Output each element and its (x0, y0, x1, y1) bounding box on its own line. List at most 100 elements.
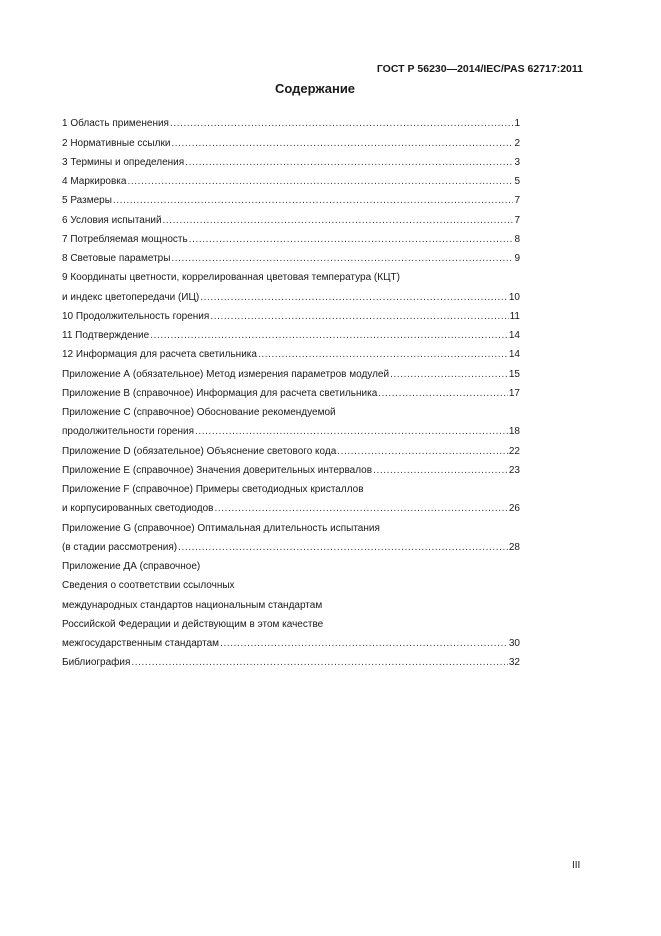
dot-leader (337, 446, 508, 458)
toc-entry-title: Приложение ДА (справочное) (62, 561, 201, 572)
toc-entry-title: 8 Световые параметры (62, 253, 171, 264)
dot-leader (189, 234, 514, 246)
dot-leader (163, 215, 514, 227)
toc-entry[interactable]: Приложение D (обязательное) Объяснение с… (62, 438, 520, 457)
table-of-contents: 1 Область применения12 Нормативные ссылк… (62, 111, 520, 669)
toc-entry-page: 32 (508, 657, 520, 669)
page-number: III (572, 860, 581, 871)
toc-entry-page: 3 (514, 156, 520, 168)
toc-entry-page: 17 (508, 387, 520, 399)
dot-leader (178, 542, 508, 554)
toc-entry[interactable]: Приложение В (справочное) Информация для… (62, 381, 520, 400)
toc-entry[interactable]: и корпусированных светодиодов 26 (62, 496, 520, 515)
dot-leader (258, 349, 508, 361)
toc-entry-page: 30 (508, 638, 520, 649)
toc-entry-page: 22 (508, 445, 520, 457)
toc-entry-title: 12 Информация для расчета светильника (62, 349, 257, 361)
toc-entry-title: 3 Термины и определения (62, 156, 185, 168)
toc-entry[interactable]: 8 Световые параметры 9 (62, 246, 520, 265)
dot-leader (170, 118, 513, 130)
dot-leader (113, 195, 514, 207)
dot-leader (171, 138, 513, 150)
dot-leader (171, 253, 513, 265)
toc-entry-title: 9 Координаты цветности, коррелированная … (62, 272, 400, 284)
dot-leader (195, 426, 508, 438)
toc-entry-title: продолжительности горения (62, 426, 195, 438)
dot-leader (214, 503, 507, 515)
toc-entry-page: 7 (514, 195, 520, 207)
toc-entry-page: 14 (508, 349, 520, 361)
dot-leader (200, 292, 508, 304)
toc-entry[interactable]: Библиография 32 (62, 650, 520, 669)
toc-entry-page: 7 (514, 214, 520, 226)
page-title: Содержание (274, 81, 356, 96)
toc-entry-page: 9 (514, 253, 520, 264)
toc-entry[interactable]: Российской Федерации и действующим в это… (62, 612, 520, 631)
toc-entry[interactable]: Приложение E (справочное) Значения довер… (62, 458, 520, 477)
toc-entry[interactable]: 11 Подтверждение 14 (62, 323, 520, 342)
toc-entry-title: 7 Потребляемая мощность (62, 233, 188, 245)
toc-entry[interactable]: Приложение С (справочное) Обоснование ре… (62, 400, 520, 419)
toc-entry-title: Приложение G (справочное) Оптимальная дл… (62, 522, 380, 534)
toc-entry-page: 8 (514, 233, 520, 245)
toc-entry-title: и корпусированных светодиодов (62, 503, 214, 515)
toc-entry[interactable]: 12 Информация для расчета светильника 14 (62, 342, 520, 361)
toc-entry[interactable]: международных стандартов национальным ст… (62, 592, 520, 611)
toc-entry[interactable]: 6 Условия испытаний 7 (62, 207, 520, 226)
dot-leader (378, 388, 508, 400)
toc-entry-page: 5 (514, 176, 520, 187)
dot-leader (390, 369, 508, 381)
toc-entry[interactable]: 7 Потребляемая мощность 8 (62, 227, 520, 246)
toc-entry[interactable]: 10 Продолжительность горения 11 (62, 304, 520, 323)
toc-entry[interactable]: 4 Маркировка 5 (62, 169, 520, 188)
document-code: ГОСТ Р 56230—2014/IEC/PAS 62717:2011 (376, 63, 583, 75)
dot-leader (373, 465, 508, 477)
dot-leader (185, 157, 513, 169)
dot-leader (210, 311, 508, 323)
toc-entry-title: 10 Продолжительность горения (62, 310, 210, 322)
toc-entry-title: Приложение С (справочное) Обоснование ре… (62, 407, 336, 418)
toc-entry-title: Приложение В (справочное) Информация для… (62, 387, 378, 399)
toc-entry-title: Библиография (62, 657, 131, 669)
toc-entry-title: Приложение E (справочное) Значения довер… (62, 464, 373, 476)
toc-entry[interactable]: 5 Размеры 7 (62, 188, 520, 207)
dot-leader (150, 330, 508, 342)
toc-entry[interactable]: 1 Область применения 1 (62, 111, 520, 130)
toc-entry-title: международных стандартов национальным ст… (62, 599, 323, 611)
toc-entry-page: 11 (509, 310, 520, 322)
toc-entry[interactable]: (в стадии рассмотрения) 28 (62, 535, 520, 554)
toc-entry-title: Приложение D (обязательное) Объяснение с… (62, 445, 337, 457)
toc-entry-title: Приложение А (обязательное) Метод измере… (62, 368, 390, 380)
toc-entry-title: 6 Условия испытаний (62, 214, 162, 226)
dot-leader (127, 176, 513, 188)
toc-entry-title: Приложение F (справочное) Примеры светод… (62, 484, 364, 495)
toc-entry-title: 1 Область применения (62, 118, 169, 130)
toc-entry-page: 14 (508, 330, 520, 341)
toc-entry[interactable]: межгосударственным стандартам 30 (62, 631, 520, 650)
toc-entry-page: 2 (514, 137, 520, 149)
toc-entry-title: 11 Подтверждение (62, 330, 150, 341)
toc-entry-title: Российской Федерации и действующим в это… (62, 618, 324, 630)
toc-entry-page: 10 (508, 291, 520, 303)
toc-entry-title: межгосударственным стандартам (62, 638, 220, 649)
toc-entry[interactable]: и индекс цветопередачи (ИЦ) 10 (62, 284, 520, 303)
toc-entry[interactable]: Приложение ДА (справочное) (62, 554, 520, 573)
toc-entry-title: 4 Маркировка (62, 176, 127, 187)
toc-entry[interactable]: 9 Координаты цветности, коррелированная … (62, 265, 520, 284)
toc-entry[interactable]: продолжительности горения 18 (62, 419, 520, 438)
toc-entry-title: 5 Размеры (62, 195, 112, 207)
dot-leader (131, 657, 507, 669)
toc-entry[interactable]: Приложение F (справочное) Примеры светод… (62, 477, 520, 496)
toc-entry[interactable]: 3 Термины и определения 3 (62, 150, 520, 169)
toc-entry-page: 23 (508, 464, 520, 476)
toc-entry-title: Сведения о соответствии ссылочных (62, 580, 235, 592)
toc-entry[interactable]: 2 Нормативные ссылки 2 (62, 130, 520, 149)
toc-entry-page: 15 (508, 368, 520, 380)
toc-entry-title: (в стадии рассмотрения) (62, 541, 178, 553)
toc-entry[interactable]: Приложение G (справочное) Оптимальная дл… (62, 515, 520, 534)
toc-entry[interactable]: Приложение А (обязательное) Метод измере… (62, 361, 520, 380)
toc-entry-page: 18 (508, 426, 520, 438)
toc-entry[interactable]: Сведения о соответствии ссылочных (62, 573, 520, 592)
dot-leader (220, 638, 508, 650)
toc-entry-title: и индекс цветопередачи (ИЦ) (62, 291, 200, 303)
